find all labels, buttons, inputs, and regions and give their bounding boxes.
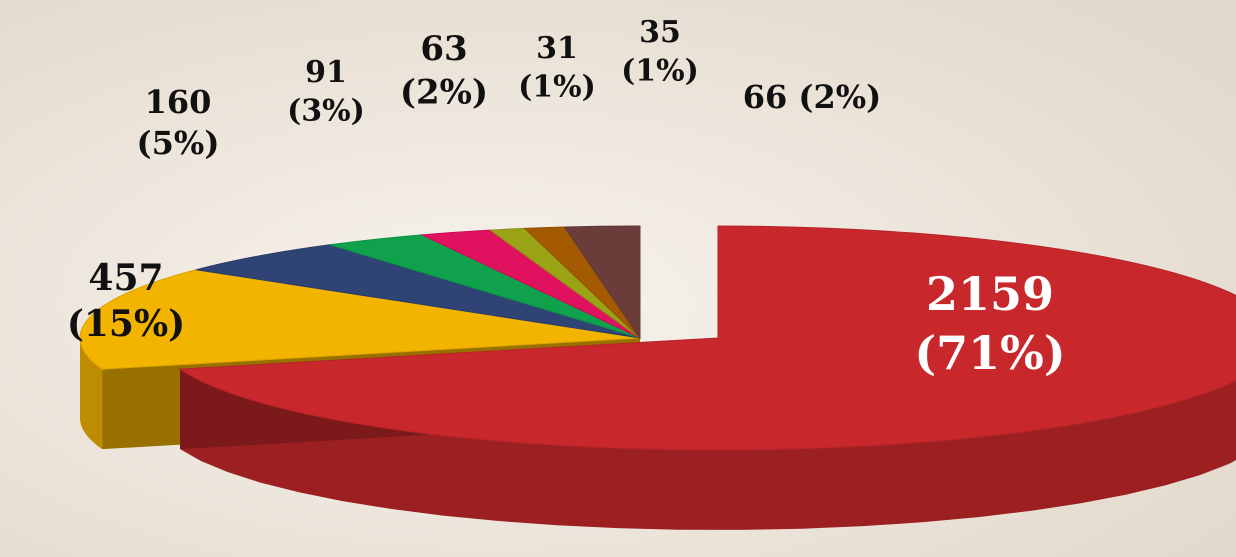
slice-value-label-1: 457 <box>88 257 163 299</box>
slice-value-label-2: 160 <box>145 83 212 121</box>
slice-percent-label-2: (5%) <box>137 124 220 162</box>
pie-slice-0 <box>178 225 1236 451</box>
slice-percent-label-1: (15%) <box>67 303 185 345</box>
slice-percent-label-7: (2%) <box>798 78 881 116</box>
slice-percent-label-4: (2%) <box>400 73 488 113</box>
pie-slice-1 <box>79 269 641 370</box>
slice-percent-label-0: (71%) <box>914 326 1065 380</box>
slice-percent-label-6: (1%) <box>621 53 699 88</box>
slice-value-label-6: 35 <box>639 15 681 50</box>
slice-side-wall-1 <box>80 338 103 450</box>
slice-value-text-7: 66 <box>743 78 799 116</box>
slice-value-label-5: 31 <box>536 31 578 66</box>
slice-value-label-7: 66 (2%) <box>743 78 882 116</box>
slice-percent-label-3: (3%) <box>287 93 365 128</box>
slice-value-label-4: 63 <box>420 29 467 69</box>
slice-value-label-0: 2159 <box>926 267 1054 321</box>
slice-percent-label-5: (1%) <box>518 69 596 104</box>
slice-side-wall-0 <box>180 369 1236 530</box>
slice-tops-layer <box>79 225 1236 451</box>
slice-labels-layer: 2159(71%)457(15%)160(5%)91(3%)63(2%)31(1… <box>67 15 1066 380</box>
pie-slice-2 <box>195 244 641 339</box>
slice-value-label-3: 91 <box>305 55 347 90</box>
pie-slice-7 <box>563 225 641 340</box>
